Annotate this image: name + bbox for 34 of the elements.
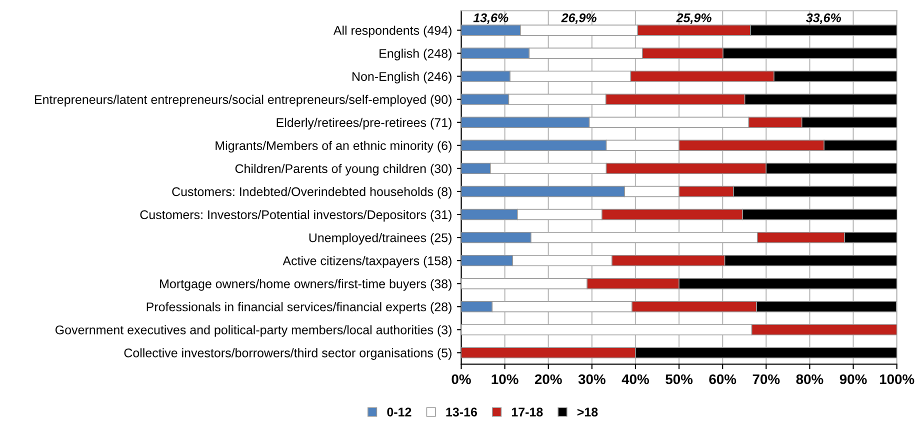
y-tick-label: English (248) (380, 48, 452, 60)
legend-label: >18 (577, 408, 598, 416)
data-label: 26,9% (561, 13, 596, 24)
x-tick-label: 30% (578, 374, 606, 384)
x-tick-label: 50% (666, 374, 693, 384)
x-tick-label: 60% (709, 374, 736, 384)
y-tick-label: Non-English (246) (352, 72, 452, 84)
y-tick-label: Customers: Investors/Potential investors/Depositors (31) (140, 210, 452, 222)
x-tick-label: 80% (796, 374, 824, 384)
x-tick-label: 20% (534, 374, 562, 384)
y-tick-label: Unemployed/trainees (25) (309, 233, 452, 245)
y-tick-label: Entrepreneurs/latent entrepreneurs/social entrepreneurs/self-employed (90) (35, 94, 452, 106)
y-tick-label: Professionals in financial services/financial experts (28) (146, 302, 452, 314)
y-tick-label: Elderly/retirees/pre-retirees (71) (276, 118, 452, 130)
y-tick-label: Collective investors/borrowers/third sector organisations (5) (124, 348, 452, 360)
x-tick-label: 100% (880, 374, 914, 384)
y-tick-label: All respondents (494) (333, 26, 452, 38)
y-tick-label: Migrants/Members of an ethnic minority (6) (216, 140, 452, 153)
data-label: 25,9% (676, 13, 712, 24)
y-tick-label: Active citizens/taxpayers (158) (282, 256, 452, 268)
y-tick-label: Mortgage owners/home owners/first-time buyers (38) (160, 279, 452, 291)
legend-label: 17-18 (512, 408, 543, 416)
legend-label: 0-12 (387, 408, 412, 416)
y-tick-label: Customers: Indebted/Overindebted households (8) (172, 186, 452, 199)
y-tick-label: Government executives and political-party members/local authorities (3) (55, 325, 452, 337)
data-label: 33,6% (806, 13, 842, 24)
y-tick-label: Children/Parents of young children (30) (235, 164, 452, 176)
x-tick-label: 90% (840, 374, 867, 384)
x-tick-label: 10% (492, 374, 518, 384)
x-tick-label: 40% (622, 374, 650, 384)
data-label: 13,6% (473, 13, 508, 24)
x-tick-label: 0% (452, 374, 471, 384)
legend-label: 13-16 (446, 408, 477, 416)
x-tick-label: 70% (752, 374, 780, 384)
